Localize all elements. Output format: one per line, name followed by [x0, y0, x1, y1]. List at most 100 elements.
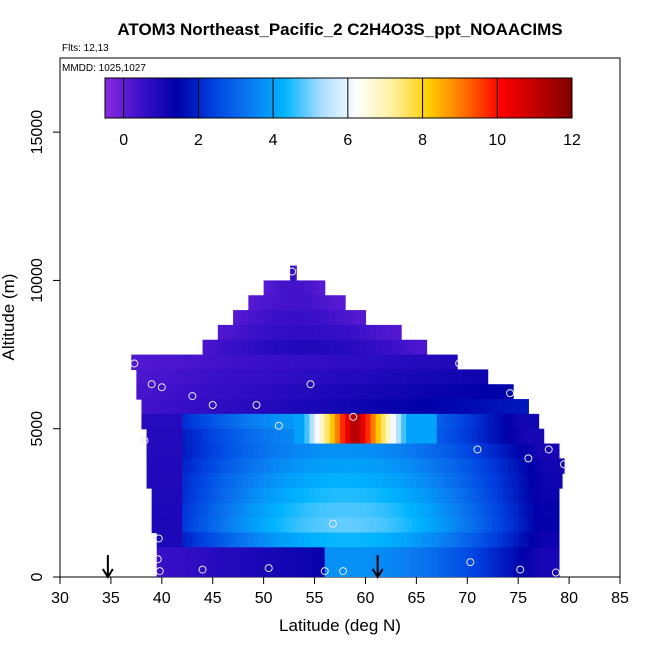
heatmap-cell [166, 369, 173, 385]
heatmap-cell [558, 473, 563, 489]
heatmap-cell [319, 324, 326, 341]
heatmap-cell [248, 547, 255, 563]
heatmap-cell [426, 399, 433, 415]
heatmap-cell [324, 502, 331, 519]
heatmap-cell [151, 443, 158, 459]
heatmap-cell [294, 488, 300, 504]
heatmap-cell [360, 369, 367, 385]
heatmap-cell [502, 473, 509, 489]
heatmap-cell [502, 547, 509, 563]
heatmap-cell [360, 428, 367, 445]
heatmap-cell [350, 413, 356, 430]
heatmap-cell [355, 310, 361, 326]
heatmap-cell [345, 532, 351, 548]
heatmap-cell [355, 488, 361, 504]
heatmap-cell [431, 443, 438, 459]
heatmap-cell [284, 413, 290, 430]
heatmap-cell [365, 517, 372, 534]
heatmap-cell [161, 384, 168, 400]
heatmap-cell [390, 324, 397, 341]
heatmap-cell [441, 458, 448, 474]
colorbar-tick-label: 0 [119, 132, 128, 149]
heatmap-cell [457, 562, 463, 577]
heatmap-cell [197, 369, 204, 385]
heatmap-cell [207, 369, 214, 385]
heatmap-cell [202, 502, 209, 519]
heatmap-cell [294, 413, 300, 430]
x-tick-label: 40 [153, 590, 171, 607]
heatmap-cell [553, 517, 560, 534]
heatmap-cell [334, 354, 341, 370]
heatmap-cell [472, 399, 479, 415]
heatmap-cell [360, 458, 367, 474]
heatmap-cell [452, 413, 458, 430]
heatmap-cell [528, 502, 535, 519]
heatmap-cell [192, 488, 199, 504]
heatmap-cell [406, 562, 412, 577]
heatmap-cell [278, 384, 285, 400]
heatmap-cell [228, 473, 234, 489]
heatmap-cell [202, 443, 209, 459]
heatmap-cell [309, 443, 316, 459]
heatmap-cell [207, 517, 214, 534]
heatmap-cell [207, 532, 214, 548]
heatmap-cell [217, 517, 224, 534]
heatmap-cell [263, 399, 270, 415]
heatmap-cell [360, 443, 367, 459]
heatmap-cell [238, 354, 244, 370]
heatmap-cell [151, 458, 158, 474]
heatmap-cell [523, 502, 529, 519]
heatmap-cell [365, 339, 372, 356]
heatmap-cell [268, 488, 275, 504]
heatmap-cell [492, 502, 499, 519]
heatmap-cell [345, 310, 351, 326]
heatmap-cell [299, 562, 305, 577]
heatmap-cell [523, 488, 529, 504]
heatmap-cell [319, 517, 326, 534]
heatmap-cell [314, 310, 321, 326]
heatmap-cell [161, 354, 168, 370]
heatmap-cell [446, 562, 453, 577]
heatmap-cell [278, 399, 285, 415]
heatmap-cell [426, 502, 433, 519]
heatmap-cell [406, 399, 412, 415]
heatmap-cell [467, 369, 473, 385]
heatmap-cell [421, 517, 428, 534]
heatmap-cell [314, 502, 321, 519]
heatmap-cell [421, 428, 428, 445]
heatmap-cell [324, 354, 331, 370]
heatmap-cell [222, 428, 229, 445]
heatmap-cell [243, 547, 249, 563]
heatmap-cell [533, 443, 540, 459]
heatmap-cell [273, 517, 280, 534]
heatmap-cell [390, 458, 397, 474]
colorbar-tick-label: 4 [269, 132, 278, 149]
heatmap-cell [426, 562, 433, 577]
heatmap-cell [431, 399, 438, 415]
heatmap-cell [334, 428, 341, 445]
heatmap-cell [508, 488, 514, 504]
heatmap-cell [431, 562, 438, 577]
heatmap-cell [207, 413, 214, 430]
colorbar-tick-label: 8 [418, 132, 427, 149]
heatmap-cell [528, 458, 535, 474]
heatmap-cell [431, 488, 438, 504]
heatmap-cell [523, 413, 529, 430]
heatmap-cell [518, 502, 524, 519]
heatmap-cell [309, 295, 316, 311]
heatmap-cell [513, 532, 519, 548]
heatmap-cell [416, 413, 423, 430]
heatmap-cell [401, 517, 407, 534]
heatmap-cell [462, 443, 468, 459]
heatmap-cell [258, 324, 265, 341]
heatmap-cell [370, 517, 377, 534]
heatmap-cell [452, 473, 458, 489]
heatmap-cell [487, 399, 494, 415]
heatmap-cell [228, 324, 234, 341]
heatmap-cell [284, 473, 290, 489]
heatmap-cell [284, 280, 290, 296]
heatmap-cell [518, 399, 524, 415]
heatmap-cell [309, 473, 316, 489]
heatmap-cell [278, 488, 285, 504]
heatmap-cell [355, 428, 361, 445]
